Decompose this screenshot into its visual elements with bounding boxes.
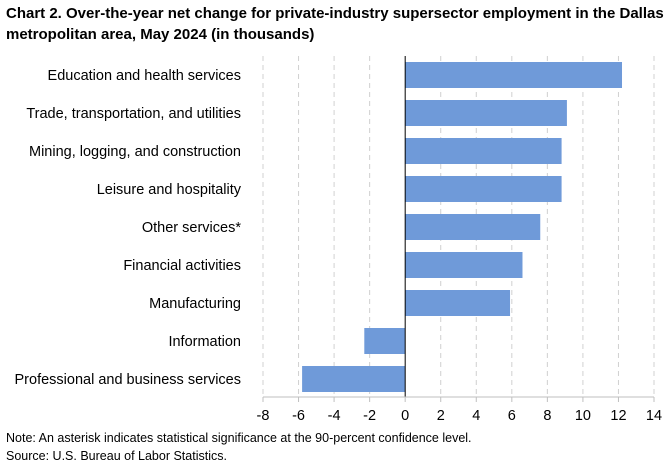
x-tick-label-11: 14 — [646, 408, 662, 424]
x-tick-label-5: 2 — [437, 408, 445, 424]
category-label-1: Trade, transportation, and utilities — [26, 106, 241, 122]
bar-4 — [405, 214, 541, 240]
x-tick-label-10: 12 — [610, 408, 626, 424]
bar-8 — [302, 366, 406, 392]
x-tick-label-3: -2 — [363, 408, 376, 424]
category-label-0: Education and health services — [48, 68, 241, 84]
tick-labels: -8 -6 -4 -2 0 2 4 6 8 10 12 14 — [257, 408, 663, 424]
bar-0 — [405, 62, 623, 88]
category-label-2: Mining, logging, and construction — [29, 144, 241, 160]
category-label-3: Leisure and hospitality — [97, 182, 242, 198]
category-label-6: Manufacturing — [149, 296, 241, 312]
bar-6 — [405, 290, 511, 316]
bar-2 — [405, 138, 562, 164]
category-label-4: Other services* — [142, 220, 241, 236]
bar-1 — [405, 100, 567, 126]
x-tick-label-4: 0 — [401, 408, 409, 424]
category-label-5: Financial activities — [123, 258, 241, 274]
bar-chart: Education and health services Trade, tran… — [15, 56, 663, 424]
x-tick-label-2: -4 — [328, 408, 341, 424]
x-tick-label-7: 6 — [508, 408, 516, 424]
bars — [302, 62, 623, 392]
source-note: Source: U.S. Bureau of Labor Statistics. — [6, 449, 227, 463]
bar-7 — [364, 328, 406, 354]
x-tick-label-1: -6 — [292, 408, 305, 424]
chart-title: Chart 2. Over-the-year net change for pr… — [6, 5, 664, 43]
bar-5 — [405, 252, 523, 278]
x-tick-label-8: 8 — [543, 408, 551, 424]
x-tick-label-6: 4 — [472, 408, 480, 424]
x-tick-label-9: 10 — [575, 408, 591, 424]
bar-3 — [405, 176, 562, 202]
axes — [262, 56, 655, 402]
x-tick-label-0: -8 — [257, 408, 270, 424]
category-label-7: Information — [168, 334, 241, 350]
category-label-8: Professional and business services — [15, 372, 241, 388]
category-labels: Education and health services Trade, tran… — [15, 68, 242, 388]
footnote: Note: An asterisk indicates statistical … — [6, 431, 472, 445]
